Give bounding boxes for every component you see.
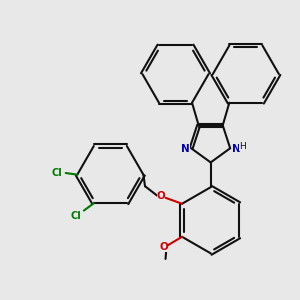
- Text: O: O: [157, 191, 165, 202]
- Text: Cl: Cl: [51, 168, 62, 178]
- Text: N: N: [181, 144, 190, 154]
- Text: H: H: [239, 142, 246, 152]
- Text: O: O: [159, 242, 168, 252]
- Text: N: N: [232, 144, 241, 154]
- Text: Cl: Cl: [70, 211, 81, 221]
